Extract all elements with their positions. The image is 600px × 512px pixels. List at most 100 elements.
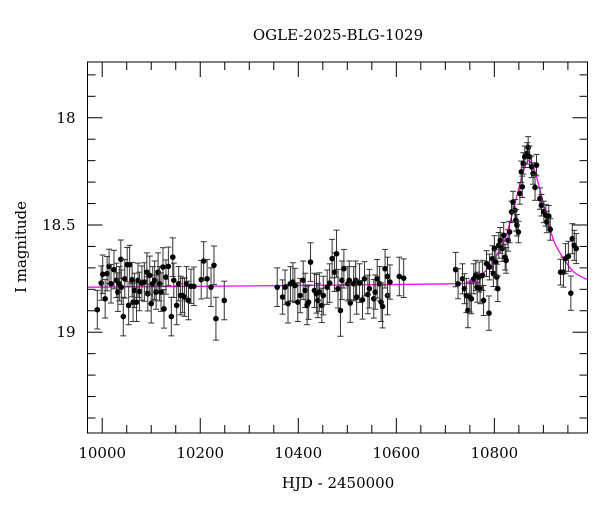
point-marker bbox=[99, 271, 106, 278]
data-point bbox=[519, 175, 526, 199]
point-marker bbox=[573, 245, 580, 252]
point-marker bbox=[493, 259, 499, 265]
x-tick-label: 10200 bbox=[176, 444, 224, 462]
point-marker bbox=[545, 213, 552, 219]
point-marker bbox=[102, 295, 108, 302]
point-marker bbox=[146, 272, 153, 279]
point-marker bbox=[333, 250, 340, 257]
data-point bbox=[340, 248, 347, 289]
point-marker bbox=[133, 299, 140, 305]
point-marker bbox=[126, 261, 133, 268]
point-marker bbox=[118, 284, 125, 290]
point-marker bbox=[346, 277, 353, 284]
point-marker bbox=[494, 274, 500, 280]
data-points-group bbox=[94, 136, 580, 341]
point-marker bbox=[515, 229, 522, 235]
point-marker bbox=[294, 299, 301, 305]
point-marker bbox=[136, 288, 143, 295]
point-marker bbox=[468, 295, 475, 302]
point-marker bbox=[533, 162, 540, 168]
data-point bbox=[94, 289, 101, 330]
point-marker bbox=[526, 153, 533, 160]
point-marker bbox=[173, 302, 180, 309]
data-point bbox=[545, 204, 552, 228]
data-point bbox=[104, 256, 111, 292]
point-marker bbox=[211, 262, 217, 269]
point-marker bbox=[329, 255, 335, 262]
data-point bbox=[324, 269, 331, 305]
point-marker bbox=[337, 307, 344, 314]
point-marker bbox=[519, 184, 526, 190]
data-point bbox=[305, 284, 312, 320]
point-marker bbox=[307, 259, 314, 265]
point-marker bbox=[129, 276, 135, 283]
point-marker bbox=[379, 303, 386, 310]
y-tick-label: 18 bbox=[56, 109, 75, 127]
data-point bbox=[120, 296, 127, 337]
y-axis-label: I magnitude bbox=[12, 201, 30, 293]
point-marker bbox=[302, 287, 308, 294]
point-marker bbox=[163, 274, 169, 280]
point-marker bbox=[106, 263, 112, 270]
point-marker bbox=[274, 284, 281, 290]
point-marker bbox=[459, 276, 466, 282]
point-marker bbox=[489, 255, 496, 262]
point-marker bbox=[510, 199, 516, 205]
data-point bbox=[170, 262, 177, 298]
point-marker bbox=[153, 289, 159, 295]
data-point bbox=[294, 282, 301, 322]
data-point bbox=[160, 289, 167, 329]
point-marker bbox=[532, 184, 538, 191]
point-marker bbox=[191, 283, 197, 290]
data-point bbox=[169, 237, 176, 277]
point-marker bbox=[221, 297, 228, 304]
data-point bbox=[307, 242, 314, 282]
point-marker bbox=[353, 294, 360, 300]
point-marker bbox=[198, 276, 205, 283]
point-marker bbox=[120, 313, 127, 320]
point-marker bbox=[347, 300, 354, 306]
point-marker bbox=[141, 279, 148, 285]
data-point bbox=[165, 246, 172, 287]
data-point bbox=[337, 284, 344, 337]
data-point bbox=[334, 268, 341, 309]
point-marker bbox=[341, 265, 347, 272]
x-tick-label: 10000 bbox=[78, 444, 126, 462]
point-marker bbox=[569, 235, 576, 242]
point-marker bbox=[297, 292, 304, 299]
point-marker bbox=[324, 284, 331, 290]
point-marker bbox=[547, 226, 554, 233]
point-marker bbox=[497, 237, 504, 244]
data-point bbox=[118, 269, 125, 305]
point-marker bbox=[183, 280, 190, 287]
point-marker bbox=[568, 290, 574, 296]
data-point bbox=[396, 256, 403, 297]
data-point bbox=[153, 274, 160, 310]
x-axis-label: HJD - 2450000 bbox=[282, 474, 395, 492]
point-marker bbox=[204, 276, 210, 282]
data-point bbox=[110, 249, 117, 290]
point-marker bbox=[366, 285, 373, 292]
point-marker bbox=[181, 294, 188, 300]
data-point bbox=[346, 260, 353, 301]
point-marker bbox=[359, 297, 366, 303]
point-marker bbox=[168, 313, 175, 320]
point-marker bbox=[486, 310, 492, 316]
plot-frame bbox=[87, 61, 588, 434]
data-point bbox=[486, 253, 493, 281]
data-point bbox=[274, 267, 281, 307]
point-marker bbox=[285, 300, 291, 307]
data-point bbox=[526, 145, 533, 169]
data-point bbox=[159, 247, 166, 287]
point-marker bbox=[104, 270, 110, 277]
point-marker bbox=[384, 273, 391, 280]
data-point bbox=[366, 268, 373, 309]
point-marker bbox=[387, 279, 393, 285]
point-marker bbox=[356, 280, 363, 286]
point-marker bbox=[400, 275, 407, 281]
data-point bbox=[400, 258, 407, 298]
point-marker bbox=[208, 284, 214, 290]
chart-title: OGLE-2025-BLG-1029 bbox=[253, 26, 423, 44]
point-marker bbox=[452, 266, 459, 273]
